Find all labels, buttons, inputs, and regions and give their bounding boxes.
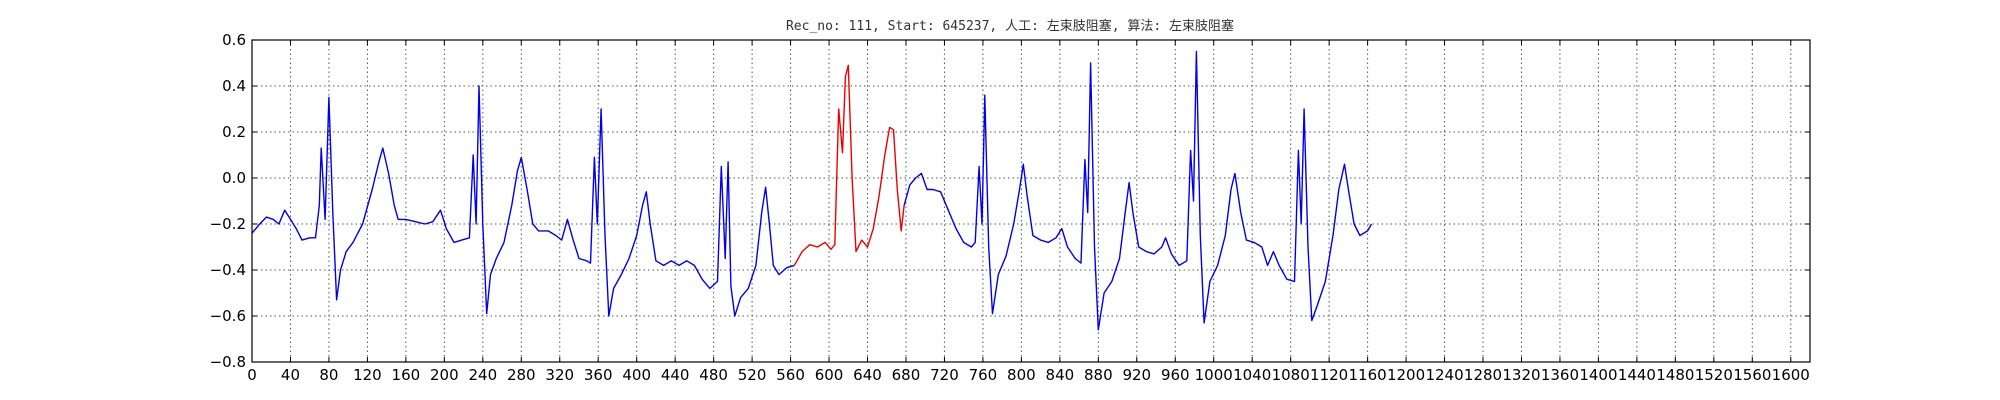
x-tick-label: 880 — [1084, 366, 1113, 384]
plot-frame — [251, 39, 1811, 363]
x-tick-label: 1520 — [1695, 366, 1733, 384]
y-tick-label: 0.6 — [222, 31, 246, 49]
x-tick-label: 1360 — [1541, 366, 1579, 384]
x-tick-label: 600 — [815, 366, 844, 384]
x-tick-label: 520 — [738, 366, 767, 384]
x-tick-label: 1200 — [1387, 366, 1425, 384]
y-tick-label: −0.6 — [210, 307, 246, 325]
ecg-series-segment-2 — [903, 50, 1373, 331]
x-tick-label: 120 — [353, 366, 382, 384]
x-tick-label: 560 — [776, 366, 805, 384]
x-tick-label: 1240 — [1425, 366, 1463, 384]
x-tick-label: 1440 — [1618, 366, 1656, 384]
x-tick-label: 1280 — [1464, 366, 1502, 384]
axis-ticks: 0 40 80 120 160 200 240 280 320 360 400 440 480 520 56… — [210, 31, 1810, 384]
y-tick-label: 0.4 — [222, 77, 246, 95]
x-tick-label: 1480 — [1656, 366, 1694, 384]
x-tick-label: 1120 — [1310, 366, 1348, 384]
x-tick-label: 1080 — [1272, 366, 1310, 384]
x-tick-label: 1600 — [1772, 366, 1810, 384]
x-tick-label: 200 — [430, 366, 459, 384]
ecg-series-segment-0 — [251, 85, 795, 317]
chart-title: Rec_no: 111, Start: 645237, 人工: 左束肢阻塞, 算… — [786, 18, 1234, 34]
x-tick-label: 1000 — [1195, 366, 1233, 384]
x-tick-label: 240 — [468, 366, 497, 384]
x-tick-label: 440 — [661, 366, 690, 384]
x-tick-label: 720 — [930, 366, 959, 384]
y-tick-label: −0.4 — [210, 261, 246, 279]
x-tick-label: 1400 — [1579, 366, 1617, 384]
x-tick-label: 1040 — [1233, 366, 1271, 384]
grid-lines — [251, 39, 1810, 363]
y-tick-label: −0.8 — [210, 353, 246, 371]
x-tick-label: 640 — [853, 366, 882, 384]
x-tick-label: 1160 — [1349, 366, 1387, 384]
x-tick-label: 400 — [622, 366, 651, 384]
x-tick-label: 0 — [247, 366, 257, 384]
x-tick-label: 480 — [699, 366, 728, 384]
x-tick-label: 1560 — [1733, 366, 1771, 384]
x-tick-label: 760 — [969, 366, 998, 384]
ecg-series-highlight-segment — [793, 64, 905, 266]
x-tick-label: 40 — [281, 366, 300, 384]
x-tick-label: 800 — [1007, 366, 1036, 384]
x-tick-label: 1320 — [1502, 366, 1540, 384]
x-tick-label: 840 — [1046, 366, 1075, 384]
x-tick-label: 280 — [507, 366, 536, 384]
x-tick-label: 320 — [545, 366, 574, 384]
x-tick-label: 160 — [392, 366, 421, 384]
y-tick-label: 0.0 — [222, 169, 246, 187]
y-tick-label: 0.2 — [222, 123, 246, 141]
x-tick-label: 920 — [1122, 366, 1151, 384]
x-tick-label: 80 — [319, 366, 338, 384]
series-group — [251, 50, 1373, 331]
y-tick-label: −0.2 — [210, 215, 246, 233]
x-tick-label: 360 — [584, 366, 613, 384]
x-tick-label: 960 — [1161, 366, 1190, 384]
x-tick-label: 680 — [892, 366, 921, 384]
